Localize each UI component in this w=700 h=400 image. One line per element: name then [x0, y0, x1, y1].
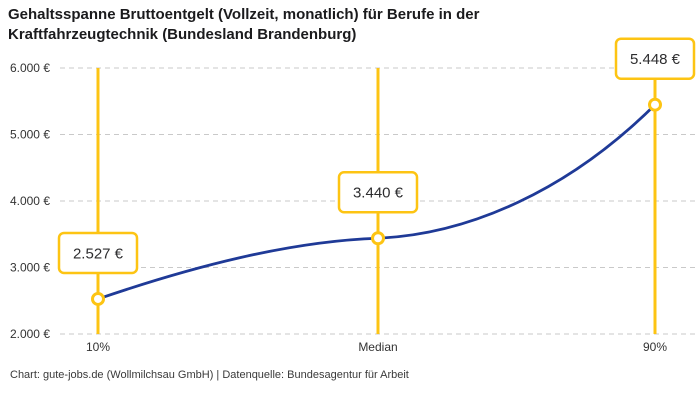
- x-axis-label-1: Median: [358, 340, 397, 354]
- chart-title: Gehaltsspanne Bruttoentgelt (Vollzeit, m…: [8, 5, 608, 45]
- y-axis-tick-label: 2.000 €: [10, 327, 50, 341]
- y-axis-tick-label: 5.000 €: [10, 128, 50, 142]
- data-point-marker-2: [648, 97, 662, 112]
- x-axis-label-0: 10%: [86, 340, 110, 354]
- chart-title-line1: Gehaltsspanne Bruttoentgelt (Vollzeit, m…: [8, 6, 480, 23]
- x-axis-label-2: 90%: [643, 340, 667, 354]
- value-label-2: 5.448 €: [630, 51, 681, 68]
- chart-credit: Chart: gute-jobs.de (Wollmilchsau GmbH) …: [10, 369, 409, 381]
- y-axis-tick-label: 6.000 €: [10, 61, 50, 75]
- y-axis-tick-label: 3.000 €: [10, 261, 50, 275]
- value-label-box-0: [57, 231, 139, 275]
- chart-title-line2: Kraftfahrzeugtechnik (Bundesland Branden…: [8, 26, 357, 43]
- value-label-box-1: [337, 170, 419, 214]
- value-label-0: 2.527 €: [73, 245, 124, 262]
- value-label-box-2: [614, 37, 696, 80]
- value-label-1: 3.440 €: [353, 185, 404, 202]
- y-axis-tick-label: 4.000 €: [10, 194, 50, 208]
- data-point-marker-0: [91, 291, 105, 306]
- data-point-marker-1: [371, 231, 385, 246]
